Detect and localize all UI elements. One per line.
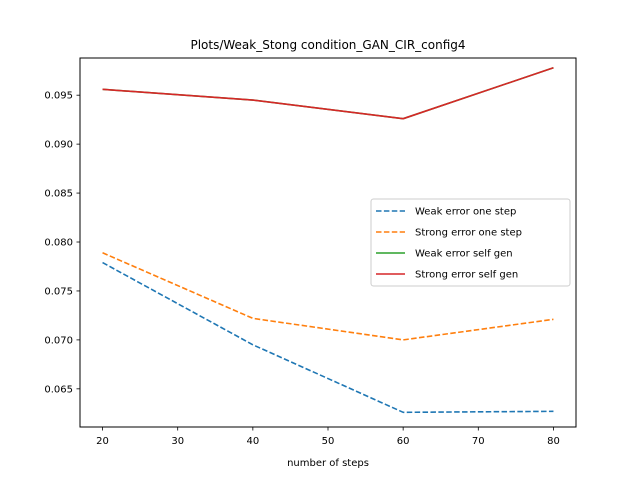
y-tick-label: 0.070 (44, 335, 73, 346)
legend-label: Strong error self gen (415, 270, 518, 281)
x-tick-label: 50 (322, 436, 335, 447)
y-tick-label: 0.095 (44, 91, 73, 102)
chart-title: Plots/Weak_Stong condition_GAN_CIR_confi… (190, 38, 465, 52)
y-tick-label: 0.090 (44, 140, 73, 151)
y-axis: 0.065 0.070 0.075 0.080 0.085 0.090 0.095 (44, 91, 80, 395)
y-tick-label: 0.075 (44, 286, 73, 297)
x-tick-label: 80 (547, 436, 560, 447)
series-line-2 (102, 252, 554, 341)
x-axis-label: number of steps (287, 458, 369, 469)
y-tick-label: 0.085 (44, 189, 73, 200)
x-tick-label: 70 (472, 436, 485, 447)
x-tick-label: 60 (397, 436, 410, 447)
legend: Weak error one step Strong error one step… (370, 198, 571, 287)
plot-lines (102, 67, 554, 414)
x-tick-label: 30 (171, 436, 184, 447)
x-axis: 20 30 40 50 60 70 80 (96, 427, 560, 447)
legend-label: Weak error one step (415, 207, 516, 218)
legend-label: Weak error self gen (415, 249, 513, 260)
series-line-4 (102, 67, 554, 120)
y-tick-label: 0.080 (44, 238, 73, 249)
series-line-3 (102, 67, 554, 120)
x-tick-label: 20 (96, 436, 109, 447)
legend-box (370, 198, 571, 287)
x-tick-label: 40 (246, 436, 259, 447)
legend-label: Strong error one step (415, 228, 522, 239)
series-line-1 (102, 261, 554, 414)
y-tick-label: 0.065 (44, 384, 73, 395)
